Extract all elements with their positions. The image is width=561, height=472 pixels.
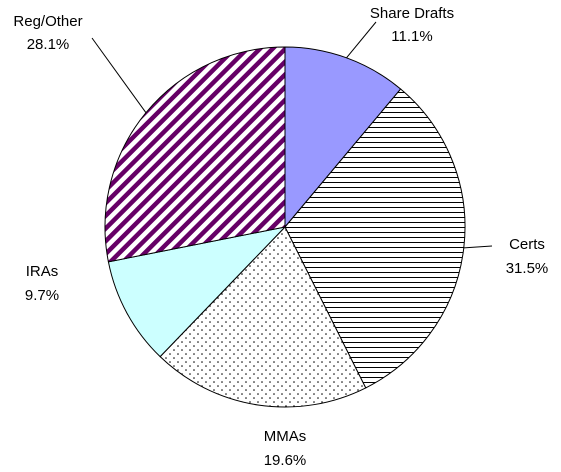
pie-slice [104, 46, 286, 263]
pie-slice [107, 226, 287, 358]
slice-label: MMAs [264, 428, 307, 445]
pie-slice [284, 46, 402, 229]
pie-slice [159, 226, 367, 408]
slice-label: Certs [509, 236, 545, 253]
slice-value-label: 19.6% [264, 452, 307, 469]
slice-value-label: 31.5% [506, 260, 549, 277]
leader-line [91, 37, 147, 113]
slice-label: Share Drafts [370, 5, 454, 22]
slice-label: Reg/Other [13, 13, 82, 30]
slice-value-label: 28.1% [27, 36, 70, 53]
pie-slice [284, 88, 466, 389]
slice-value-label: 11.1% [391, 28, 432, 45]
slice-value-label: 9.7% [25, 287, 59, 304]
leader-line [463, 245, 493, 249]
slice-label: IRAs [26, 263, 59, 280]
leader-line [346, 21, 377, 59]
